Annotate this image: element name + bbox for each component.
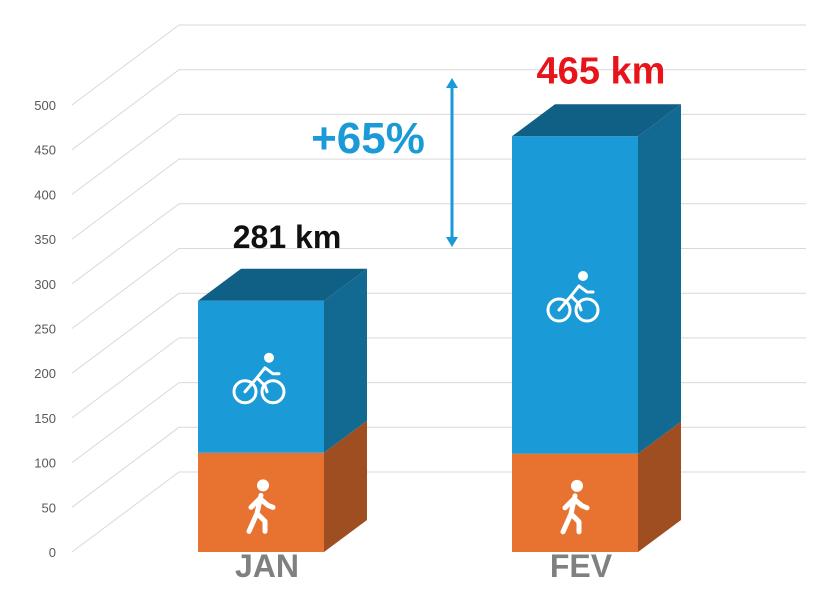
grid-line-depth [71, 337, 180, 419]
grid-line-depth [71, 382, 180, 464]
grid-lines [71, 24, 806, 553]
bars [198, 104, 681, 552]
grid-line-depth [71, 24, 180, 106]
bar-fev [512, 104, 681, 552]
grid-line-depth [71, 292, 180, 374]
bar-segment-side [638, 104, 681, 454]
y-tick-label: 500 [34, 98, 56, 113]
y-tick-label: 0 [49, 545, 56, 560]
arrow-up-icon [446, 78, 458, 88]
arrow-down-icon [446, 237, 458, 247]
change-indicator: +65% [311, 78, 458, 247]
cyclist-icon [232, 352, 286, 405]
y-tick-label: 400 [34, 187, 56, 202]
bar-jan [198, 268, 367, 552]
grid-line-depth [71, 113, 180, 195]
grid-line-depth [71, 426, 180, 508]
change-label: +65% [311, 114, 425, 163]
bar-top [512, 104, 681, 137]
bar-segment [198, 300, 324, 453]
walking-person-icon [560, 479, 590, 535]
grid-line-depth [71, 203, 180, 285]
grid-line-depth [71, 158, 180, 240]
y-tick-label: 350 [34, 232, 56, 247]
y-tick-label: 200 [34, 366, 56, 381]
bar-segment-side [324, 420, 367, 552]
y-tick-label: 450 [34, 143, 56, 158]
grid-line-depth [71, 248, 180, 329]
bar-segment-side [638, 421, 681, 552]
category-label: JAN [235, 548, 299, 584]
total-label: 281 km [233, 219, 342, 255]
labels: JAN 281 km FEV 465 km [233, 50, 666, 584]
y-tick-label: 100 [34, 456, 56, 471]
grid-line-depth [71, 69, 180, 151]
y-tick-label: 50 [42, 500, 56, 515]
y-tick-label: 300 [34, 277, 56, 292]
y-axis-ticks: 0 50 100 150 200 250 300 350 400 450 500 [34, 98, 56, 560]
y-tick-label: 150 [34, 411, 56, 426]
bar-segment [512, 136, 638, 454]
bar-top [198, 268, 367, 301]
cyclist-icon [546, 270, 600, 323]
total-label: 465 km [537, 50, 666, 92]
bar-segment-side [324, 268, 367, 453]
category-label: FEV [550, 548, 613, 584]
y-tick-label: 250 [34, 322, 56, 337]
grid-line-depth [71, 471, 180, 553]
walking-person-icon [246, 479, 276, 534]
